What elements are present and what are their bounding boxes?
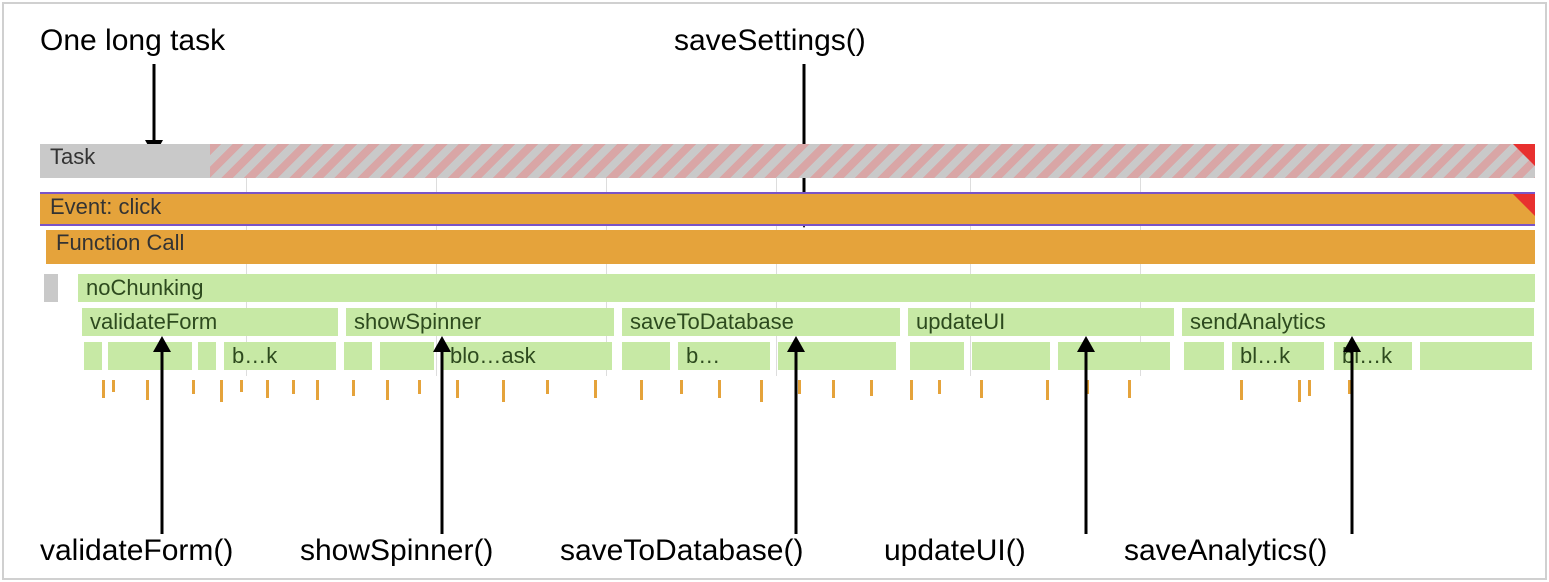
tick-mark — [760, 380, 763, 402]
event-label: Event: click — [40, 194, 161, 219]
flame-segment-l1[interactable]: validateForm — [82, 308, 338, 336]
annotation-one-long-task: One long task — [40, 24, 225, 58]
annotation-save-settings: saveSettings() — [674, 24, 866, 58]
task-bar[interactable]: Task — [40, 144, 1535, 178]
tick-mark — [220, 380, 223, 402]
tick-mark — [1046, 380, 1049, 400]
gray-sliver — [44, 274, 58, 302]
flame-segment-l2[interactable] — [1184, 342, 1224, 370]
tick-mark — [980, 380, 983, 398]
tick-mark — [1086, 380, 1089, 394]
tick-mark — [418, 380, 421, 394]
tick-mark — [798, 380, 801, 394]
function-call-label: Function Call — [46, 230, 184, 255]
flame-segment-l2[interactable] — [1420, 342, 1532, 370]
flame-chart: Task Event: click Function Call noChunki… — [40, 144, 1535, 444]
tick-mark — [640, 380, 643, 400]
task-warning-triangle-icon — [1513, 144, 1535, 166]
flame-segment-label: b…k — [224, 343, 277, 369]
flame-segment-l2[interactable] — [344, 342, 372, 370]
tick-mark — [456, 380, 459, 398]
tick-mark — [1308, 380, 1311, 396]
annotation-validate-form: validateForm() — [40, 534, 233, 568]
flame-segment-label: showSpinner — [346, 309, 481, 335]
flame-segment-l1[interactable]: sendAnalytics — [1182, 308, 1534, 336]
flame-segment-l2[interactable] — [108, 342, 192, 370]
annotation-save-to-database: saveToDatabase() — [560, 534, 803, 568]
flame-segment-l2[interactable] — [910, 342, 964, 370]
tick-mark — [192, 380, 195, 394]
flame-segment-label: bl…k — [1232, 343, 1290, 369]
tick-mark — [718, 380, 721, 398]
tick-mark — [546, 380, 549, 394]
flame-segment-l2[interactable]: blo…ask — [442, 342, 612, 370]
task-label: Task — [40, 144, 95, 169]
flame-segment-l2[interactable] — [84, 342, 102, 370]
tick-mark — [112, 380, 115, 392]
flame-segment-l2[interactable]: b…k — [224, 342, 336, 370]
annotation-save-analytics: saveAnalytics() — [1124, 534, 1327, 568]
flame-segment-l2[interactable] — [380, 342, 434, 370]
diagram-frame: One long task saveSettings() Task Event:… — [2, 2, 1547, 580]
tick-mark — [870, 380, 873, 396]
tick-mark — [266, 380, 269, 398]
flame-segment-l1[interactable]: updateUI — [908, 308, 1174, 336]
tick-mark — [352, 380, 355, 396]
tick-mark — [1348, 380, 1351, 394]
annotation-show-spinner: showSpinner() — [300, 534, 493, 568]
flame-segment-l2[interactable] — [972, 342, 1050, 370]
tick-mark — [910, 380, 913, 400]
flame-segment-l1[interactable]: showSpinner — [346, 308, 614, 336]
flame-segment-l2[interactable] — [198, 342, 216, 370]
tick-mark — [102, 380, 105, 398]
flame-segment-label: sendAnalytics — [1182, 309, 1326, 335]
tick-mark — [680, 380, 683, 394]
flame-segment-l2[interactable] — [1058, 342, 1170, 370]
flame-segment-label: updateUI — [908, 309, 1005, 335]
tick-mark — [1298, 380, 1301, 402]
flame-segment-label: b… — [678, 343, 720, 369]
flame-segment-l2[interactable]: bl…k — [1232, 342, 1324, 370]
annotation-update-ui: updateUI() — [884, 534, 1026, 568]
event-warning-triangle-icon — [1513, 194, 1535, 216]
flame-segment-l2[interactable] — [778, 342, 896, 370]
flame-segment-label: blo…ask — [442, 343, 536, 369]
tick-mark — [1128, 380, 1131, 398]
nochunking-bar[interactable]: noChunking — [78, 274, 1535, 302]
event-bar[interactable]: Event: click — [40, 192, 1535, 226]
tick-row — [40, 380, 1535, 410]
flame-segment-l2[interactable]: bl…k — [1334, 342, 1412, 370]
flame-segment-label: saveToDatabase — [622, 309, 794, 335]
flame-segment-l1[interactable]: saveToDatabase — [622, 308, 900, 336]
tick-mark — [240, 380, 243, 392]
function-call-bar[interactable]: Function Call — [46, 230, 1535, 264]
task-long-hatch — [210, 144, 1535, 178]
tick-mark — [594, 380, 597, 398]
tick-mark — [832, 380, 835, 398]
flame-segment-label: validateForm — [82, 309, 217, 335]
flame-segment-l2[interactable]: b… — [678, 342, 770, 370]
tick-mark — [146, 380, 149, 400]
tick-mark — [292, 380, 295, 394]
tick-mark — [1240, 380, 1243, 400]
flame-segment-l2[interactable] — [622, 342, 670, 370]
nochunking-label: noChunking — [78, 275, 203, 301]
tick-mark — [502, 380, 505, 402]
tick-mark — [316, 380, 319, 400]
tick-mark — [386, 380, 389, 400]
tick-mark — [938, 380, 941, 394]
flame-segment-label: bl…k — [1334, 343, 1392, 369]
